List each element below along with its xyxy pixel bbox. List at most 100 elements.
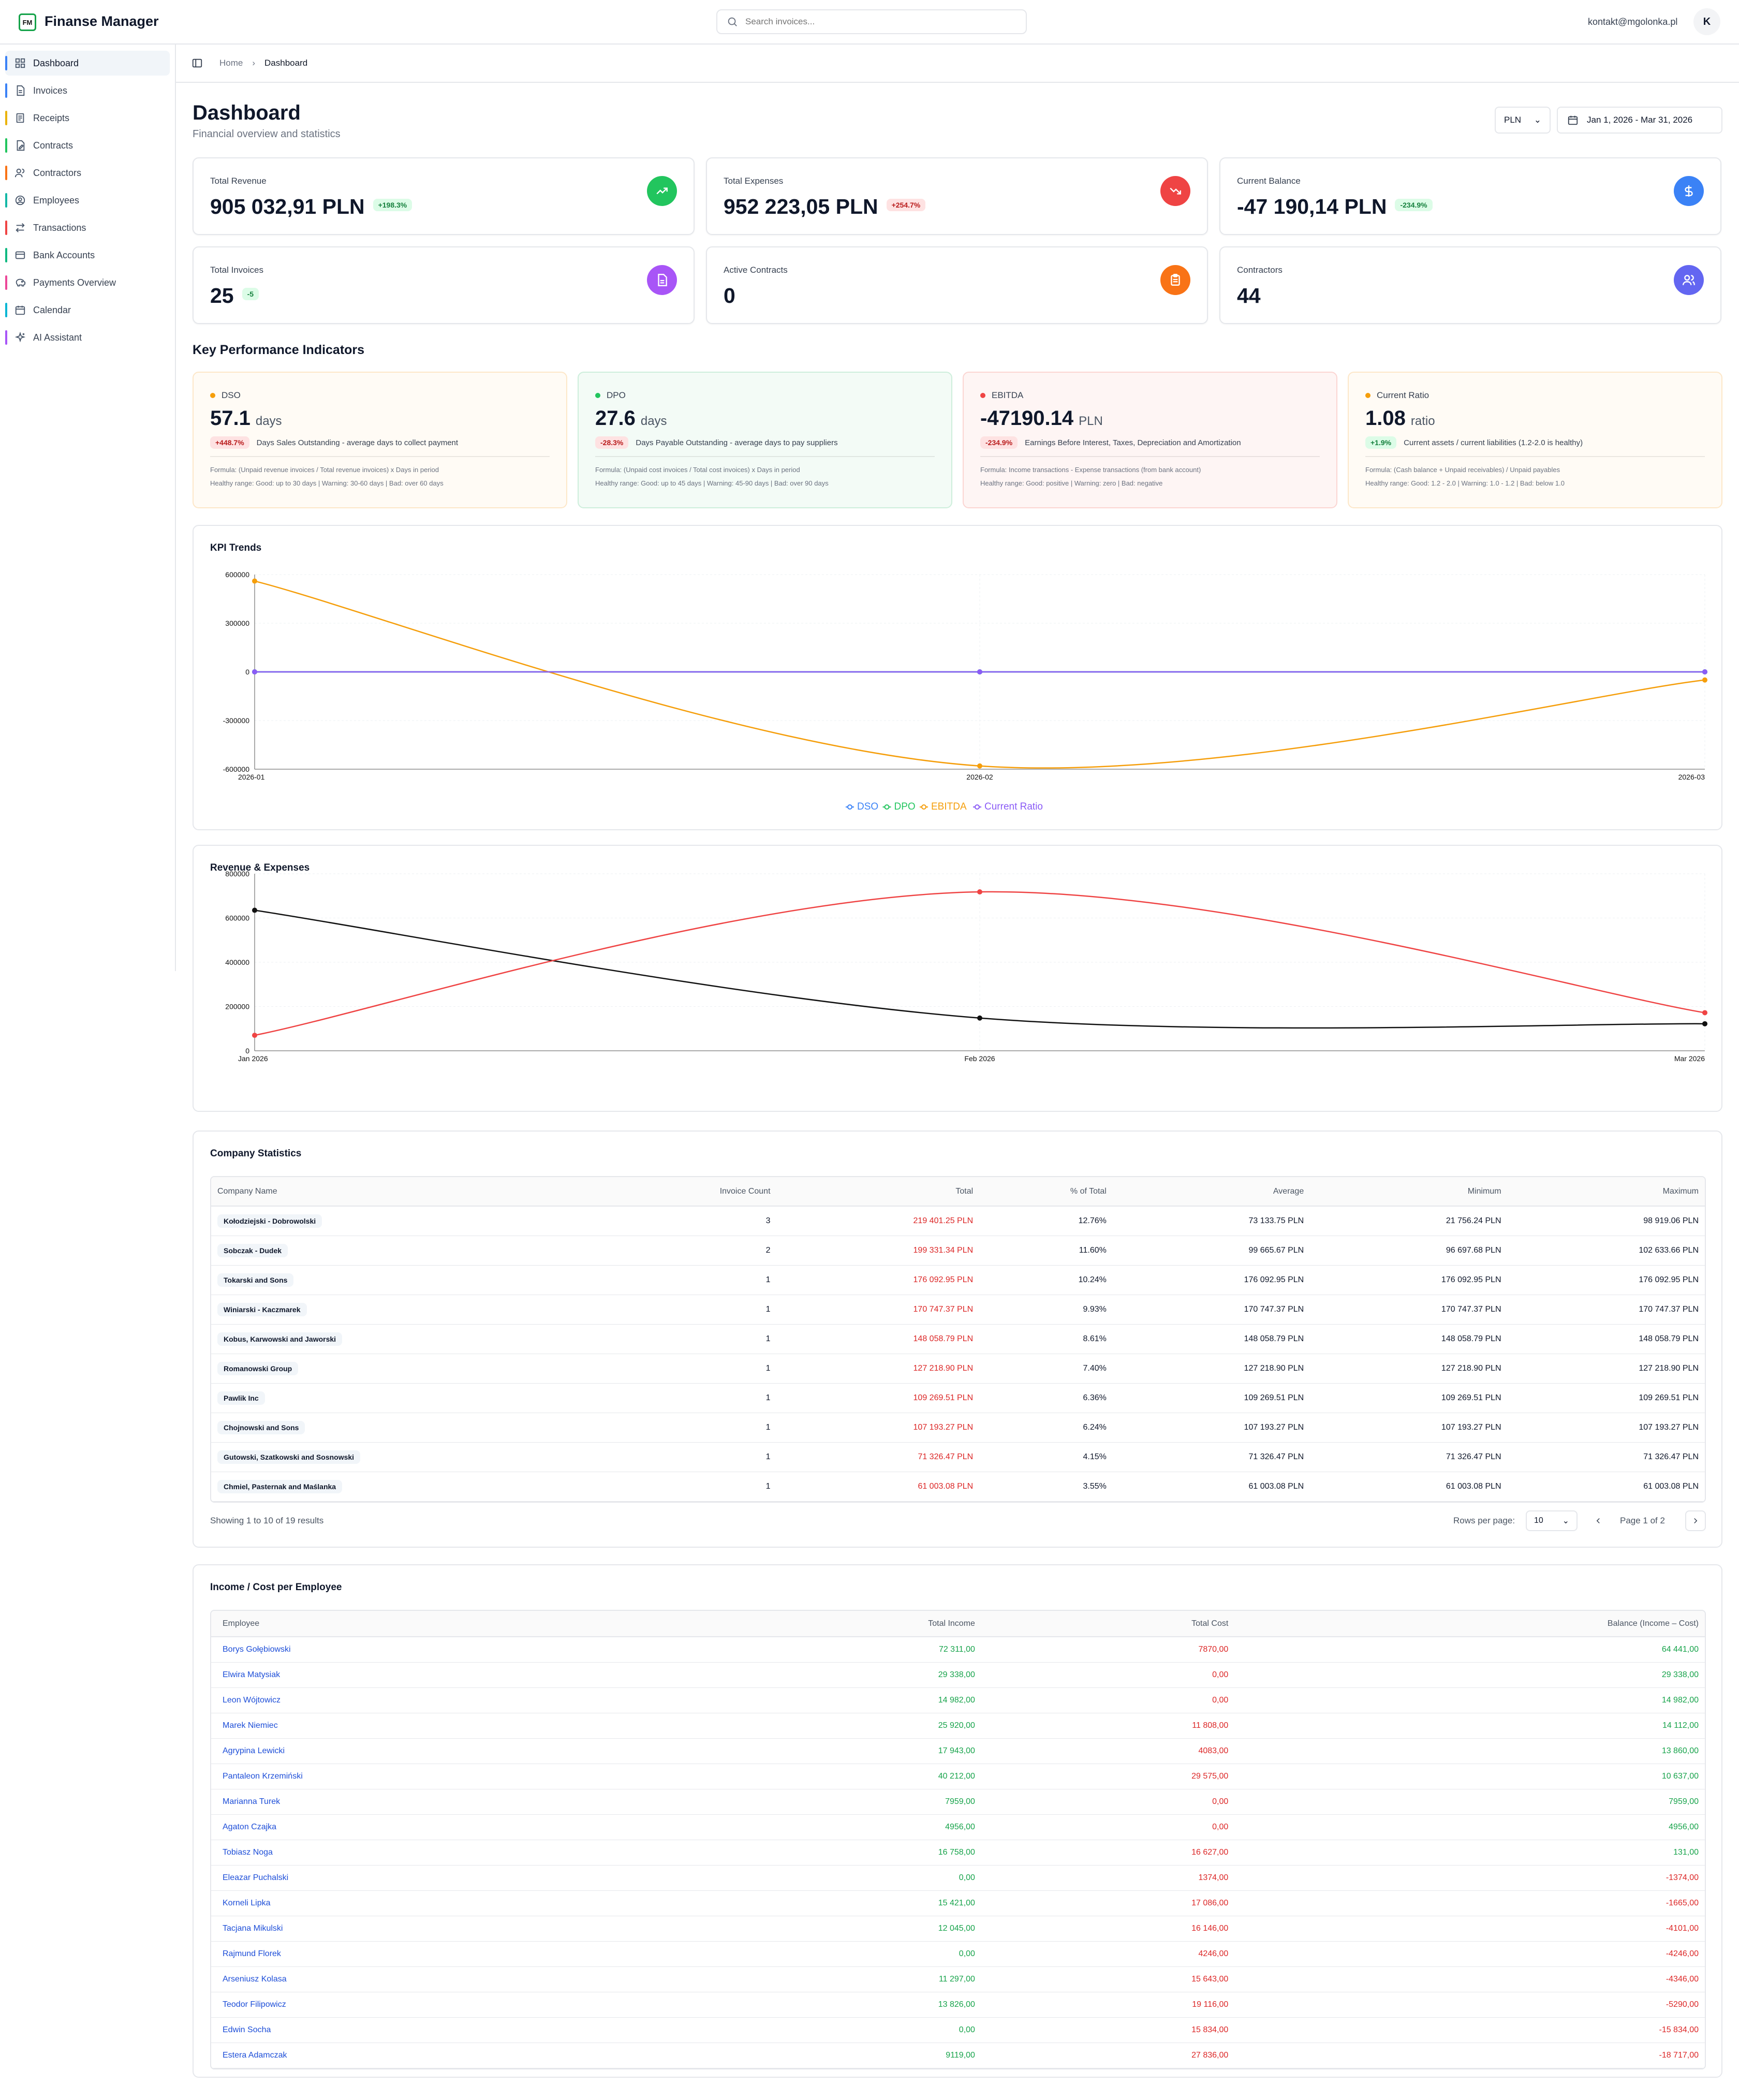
sidebar-item-ai-assistant[interactable]: AI Assistant bbox=[5, 325, 170, 350]
data-point[interactable] bbox=[252, 578, 257, 584]
table-row[interactable]: Tacjana Mikulski 12 045,00 16 146,00 -4101,… bbox=[211, 1916, 1705, 1942]
table-row[interactable]: Chmiel, Pasternak and Maślanka 1 61 003.08… bbox=[211, 1472, 1705, 1502]
employee-name-link[interactable]: Rajmund Florek bbox=[211, 1941, 728, 1967]
sidebar-item-contracts[interactable]: Contracts bbox=[5, 133, 170, 158]
table-row[interactable]: Kobus, Karwowski and Jaworski 1 148 058.79… bbox=[211, 1324, 1705, 1354]
employee-name-link[interactable]: Estera Adamczak bbox=[211, 2043, 728, 2068]
table-row[interactable]: Agaton Czajka 4956,00 0,00 4956,00 bbox=[211, 1814, 1705, 1840]
employee-name-link[interactable]: Tobiasz Noga bbox=[211, 1840, 728, 1866]
table-row[interactable]: Leon Wójtowicz 14 982,00 0,00 14 982,00 bbox=[211, 1687, 1705, 1713]
employee-name-link[interactable]: Arseniusz Kolasa bbox=[211, 1966, 728, 1992]
legend-item[interactable]: DSO bbox=[846, 801, 878, 812]
search-input[interactable] bbox=[745, 17, 1004, 27]
column-header[interactable]: Company Name bbox=[211, 1177, 649, 1207]
employee-name-link[interactable]: Agaton Czajka bbox=[211, 1814, 728, 1840]
employee-name-link[interactable]: Teodor Filipowicz bbox=[211, 1992, 728, 2018]
column-header[interactable]: % of Total bbox=[979, 1177, 1113, 1207]
rows-per-page-select[interactable]: 10 ⌄ bbox=[1526, 1510, 1578, 1531]
table-row[interactable]: Agrypina Lewicki 17 943,00 4083,00 13 860,0… bbox=[211, 1738, 1705, 1764]
employee-name-link[interactable]: Leon Wójtowicz bbox=[211, 1687, 728, 1713]
breadcrumb-home[interactable]: Home bbox=[219, 58, 243, 68]
table-row[interactable]: Edwin Socha 0,00 15 834,00 -15 834,00 bbox=[211, 2017, 1705, 2043]
employee-name-link[interactable]: Borys Gołębiowski bbox=[211, 1637, 728, 1663]
column-header[interactable]: Employee bbox=[211, 1611, 728, 1637]
employee-name-link[interactable]: Marek Niemiec bbox=[211, 1713, 728, 1739]
legend-item[interactable]: Current Ratio bbox=[973, 801, 1043, 812]
company-name-chip[interactable]: Tokarski and Sons bbox=[217, 1273, 294, 1287]
date-range-picker[interactable]: Jan 1, 2026 - Mar 31, 2026 bbox=[1557, 107, 1722, 134]
table-row[interactable]: Romanowski Group 1 127 218.90 PLN 7.40% 127 … bbox=[211, 1354, 1705, 1384]
data-point[interactable] bbox=[977, 763, 982, 769]
sidebar-item-invoices[interactable]: Invoices bbox=[5, 78, 170, 103]
data-point[interactable] bbox=[1702, 677, 1707, 683]
data-point[interactable] bbox=[252, 1033, 257, 1038]
employee-name-link[interactable]: Agrypina Lewicki bbox=[211, 1738, 728, 1764]
column-header[interactable]: Maximum bbox=[1507, 1177, 1705, 1207]
employee-name-link[interactable]: Pantaleon Krzemiński bbox=[211, 1764, 728, 1789]
company-name-chip[interactable]: Kobus, Karwowski and Jaworski bbox=[217, 1332, 343, 1346]
prev-page-button[interactable] bbox=[1588, 1510, 1609, 1531]
search-box[interactable] bbox=[716, 9, 1027, 34]
sidebar-item-receipts[interactable]: Receipts bbox=[5, 106, 170, 130]
currency-select[interactable]: PLN ⌄ bbox=[1495, 107, 1551, 134]
table-row[interactable]: Sobczak - Dudek 2 199 331.34 PLN 11.60% 99 6… bbox=[211, 1236, 1705, 1266]
sidebar-item-bank-accounts[interactable]: Bank Accounts bbox=[5, 243, 170, 268]
company-name-chip[interactable]: Romanowski Group bbox=[217, 1361, 299, 1375]
table-row[interactable]: Winiarski - Kaczmarek 1 170 747.37 PLN 9.93… bbox=[211, 1295, 1705, 1325]
data-point[interactable] bbox=[1702, 669, 1707, 674]
sidebar-toggle-icon[interactable] bbox=[191, 57, 203, 69]
column-header[interactable]: Minimum bbox=[1310, 1177, 1508, 1207]
column-header[interactable]: Total Cost bbox=[981, 1611, 1235, 1637]
table-row[interactable]: Pantaleon Krzemiński 40 212,00 29 575,00 10… bbox=[211, 1764, 1705, 1789]
table-row[interactable]: Pawlik Inc 1 109 269.51 PLN 6.36% 109 269.51… bbox=[211, 1383, 1705, 1413]
company-name-chip[interactable]: Chmiel, Pasternak and Maślanka bbox=[217, 1479, 343, 1493]
data-point[interactable] bbox=[1702, 1021, 1707, 1026]
employee-name-link[interactable]: Elwira Matysiak bbox=[211, 1662, 728, 1688]
table-row[interactable]: Rajmund Florek 0,00 4246,00 -4246,00 bbox=[211, 1941, 1705, 1967]
app-logo[interactable]: FM bbox=[19, 13, 36, 31]
data-point[interactable] bbox=[977, 889, 982, 895]
column-header[interactable]: Invoice Count bbox=[649, 1177, 777, 1207]
table-row[interactable]: Estera Adamczak 9119,00 27 836,00 -18 717,0… bbox=[211, 2043, 1705, 2068]
table-row[interactable]: Arseniusz Kolasa 11 297,00 15 643,00 -4346,… bbox=[211, 1966, 1705, 1992]
sidebar-item-transactions[interactable]: Transactions bbox=[5, 215, 170, 240]
sidebar-item-calendar[interactable]: Calendar bbox=[5, 298, 170, 322]
employee-name-link[interactable]: Tacjana Mikulski bbox=[211, 1916, 728, 1942]
column-header[interactable]: Average bbox=[1112, 1177, 1310, 1207]
table-row[interactable]: Chojnowski and Sons 1 107 193.27 PLN 6.24% 1… bbox=[211, 1413, 1705, 1443]
employee-name-link[interactable]: Korneli Lipka bbox=[211, 1890, 728, 1916]
sidebar-item-dashboard[interactable]: Dashboard bbox=[5, 51, 170, 76]
table-row[interactable]: Borys Gołębiowski 72 311,00 7870,00 64 441,… bbox=[211, 1637, 1705, 1663]
next-page-button[interactable] bbox=[1685, 1510, 1706, 1531]
data-point[interactable] bbox=[977, 669, 982, 674]
table-row[interactable]: Korneli Lipka 15 421,00 17 086,00 -1665,00 bbox=[211, 1890, 1705, 1916]
table-row[interactable]: Tokarski and Sons 1 176 092.95 PLN 10.24% 17… bbox=[211, 1265, 1705, 1295]
sidebar-item-employees[interactable]: Employees bbox=[5, 188, 170, 213]
data-point[interactable] bbox=[252, 669, 257, 674]
data-point[interactable] bbox=[977, 1015, 982, 1021]
employee-name-link[interactable]: Eleazar Puchalski bbox=[211, 1865, 728, 1891]
avatar[interactable]: K bbox=[1693, 8, 1720, 35]
table-row[interactable]: Tobiasz Noga 16 758,00 16 627,00 131,00 bbox=[211, 1840, 1705, 1866]
column-header[interactable]: Total bbox=[776, 1177, 980, 1207]
data-point[interactable] bbox=[1702, 1010, 1707, 1016]
table-row[interactable]: Eleazar Puchalski 0,00 1374,00 -1374,00 bbox=[211, 1865, 1705, 1891]
company-name-chip[interactable]: Winiarski - Kaczmarek bbox=[217, 1302, 307, 1316]
company-name-chip[interactable]: Kołodziejski - Dobrowolski bbox=[217, 1214, 322, 1228]
table-row[interactable]: Teodor Filipowicz 13 826,00 19 116,00 -5290… bbox=[211, 1992, 1705, 2018]
column-header[interactable]: Total Income bbox=[728, 1611, 981, 1637]
company-name-chip[interactable]: Gutowski, Szatkowski and Sosnowski bbox=[217, 1450, 361, 1464]
table-row[interactable]: Kołodziejski - Dobrowolski 3 219 401.25 PL… bbox=[211, 1206, 1705, 1236]
table-row[interactable]: Gutowski, Szatkowski and Sosnowski 1 71 32… bbox=[211, 1442, 1705, 1472]
employee-name-link[interactable]: Edwin Socha bbox=[211, 2017, 728, 2043]
table-row[interactable]: Marianna Turek 7959,00 0,00 7959,00 bbox=[211, 1789, 1705, 1815]
table-row[interactable]: Marek Niemiec 25 920,00 11 808,00 14 112,00 bbox=[211, 1713, 1705, 1739]
company-name-chip[interactable]: Pawlik Inc bbox=[217, 1391, 265, 1405]
table-row[interactable]: Elwira Matysiak 29 338,00 0,00 29 338,00 bbox=[211, 1662, 1705, 1688]
company-name-chip[interactable]: Sobczak - Dudek bbox=[217, 1243, 288, 1257]
legend-item[interactable]: DPO bbox=[882, 801, 916, 812]
company-name-chip[interactable]: Chojnowski and Sons bbox=[217, 1420, 305, 1434]
employee-name-link[interactable]: Marianna Turek bbox=[211, 1789, 728, 1815]
column-header[interactable]: Balance (Income – Cost) bbox=[1234, 1611, 1705, 1637]
legend-item[interactable]: EBITDA bbox=[920, 801, 967, 812]
